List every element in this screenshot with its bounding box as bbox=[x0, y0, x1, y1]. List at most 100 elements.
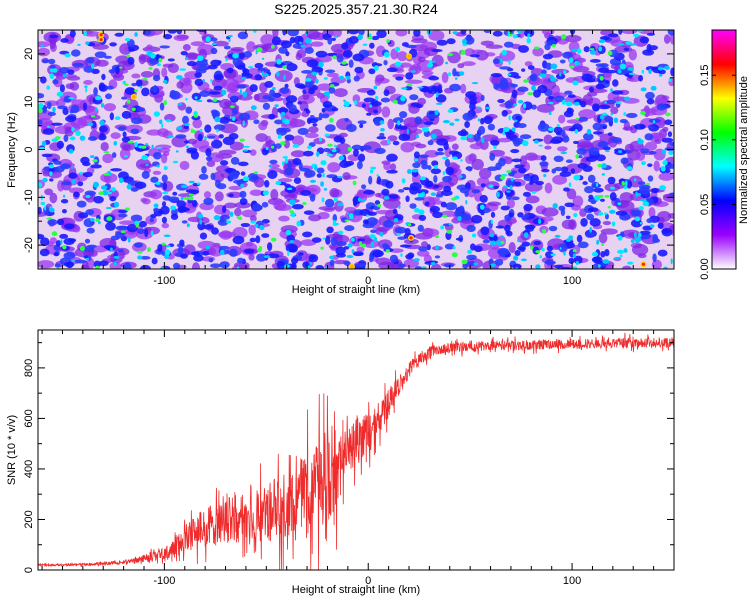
spectrogram-cell bbox=[191, 115, 201, 121]
spectrogram-cell bbox=[507, 179, 517, 186]
spectrogram-cell bbox=[318, 206, 337, 211]
spectrogram-cell bbox=[197, 222, 206, 231]
spectrogram-cell bbox=[560, 151, 568, 155]
spectrogram-cell bbox=[487, 201, 501, 207]
spectrogram-cell bbox=[421, 266, 427, 269]
spectrogram-cell bbox=[392, 208, 398, 215]
spectrogram-cell bbox=[451, 197, 457, 201]
spectrogram-cell bbox=[451, 252, 458, 258]
spectrogram-cell bbox=[197, 133, 203, 142]
spectrogram-cell bbox=[44, 205, 47, 211]
spectrogram-cell bbox=[451, 143, 459, 150]
spectrogram-cell bbox=[122, 131, 127, 138]
spectrogram-cell bbox=[576, 234, 583, 243]
spectrogram-cell bbox=[598, 232, 608, 244]
spectrogram-cell bbox=[588, 86, 594, 93]
spectrogram-cell bbox=[341, 60, 347, 65]
spectrogram-cell bbox=[285, 51, 290, 57]
spectrogram-cell bbox=[436, 91, 439, 98]
spectrogram-cell bbox=[124, 83, 129, 86]
spectrogram-cell bbox=[167, 196, 180, 202]
spectrogram-cell bbox=[324, 266, 328, 269]
spectrogram-cell bbox=[551, 43, 556, 48]
spectrogram-cell bbox=[146, 129, 163, 136]
spectrogram-cell bbox=[306, 59, 319, 68]
spectrogram-cell bbox=[383, 196, 390, 200]
spectrogram-cell bbox=[668, 77, 672, 83]
spectrogram-cell bbox=[196, 99, 203, 103]
spectrogram-cell bbox=[479, 204, 485, 210]
spectrogram-cell bbox=[670, 67, 674, 77]
spectrogram-cell bbox=[646, 218, 653, 224]
spectrogram-cell bbox=[151, 257, 158, 265]
spectrogram-cell bbox=[585, 232, 595, 238]
spectrogram-cell bbox=[176, 200, 186, 209]
spectrogram-cell bbox=[527, 33, 531, 38]
spectrogram-cell bbox=[211, 227, 219, 235]
spectrogram-cell bbox=[159, 119, 163, 125]
spectrogram-cell bbox=[610, 186, 616, 190]
spectrogram-cell bbox=[192, 199, 198, 208]
spectrogram-cell bbox=[374, 200, 381, 206]
spectrogram-cell bbox=[343, 162, 352, 167]
spectrogram-cell bbox=[517, 212, 524, 218]
spectrogram-cell bbox=[63, 251, 76, 260]
spectrogram-cell bbox=[618, 30, 623, 35]
spectrogram-cell bbox=[149, 189, 163, 200]
colorbar-frame bbox=[711, 29, 737, 270]
spectrogram-cell bbox=[124, 207, 130, 211]
spectrogram-cell bbox=[485, 44, 503, 49]
spectrogram-cell bbox=[625, 41, 633, 45]
spectrogram-cell bbox=[467, 134, 473, 139]
spectrogram-cell bbox=[135, 79, 143, 87]
spectrogram-cell bbox=[351, 237, 355, 242]
spectrogram-cell bbox=[187, 138, 198, 145]
spectrogram-cell bbox=[161, 123, 164, 129]
spectrogram-cell bbox=[460, 159, 463, 162]
spectrogram-cell bbox=[667, 30, 674, 36]
spectrogram-cell bbox=[370, 166, 377, 170]
spectrogram-cell bbox=[361, 103, 366, 109]
spectrogram-cell bbox=[260, 34, 276, 46]
spectrogram-cell bbox=[71, 126, 75, 132]
spectrogram-cell bbox=[226, 220, 232, 224]
spectrogram-cell bbox=[185, 52, 198, 61]
spectrogram-cell bbox=[496, 240, 502, 246]
spectrogram-cell bbox=[72, 62, 85, 68]
spectrogram-cell bbox=[406, 83, 413, 87]
spectrogram-cell bbox=[604, 249, 610, 257]
spectrogram-cell bbox=[170, 213, 179, 220]
spectrogram-cell bbox=[286, 63, 298, 72]
spectrogram-cell bbox=[48, 164, 55, 169]
spectrogram-cell bbox=[572, 80, 579, 86]
spectrogram-cell bbox=[669, 33, 674, 45]
spectrogram-cell bbox=[411, 168, 419, 173]
spectrogram-cell bbox=[182, 115, 190, 125]
spectrogram-cell bbox=[637, 30, 643, 33]
spectrogram-cell bbox=[341, 42, 349, 50]
spectrogram-cell bbox=[337, 202, 344, 207]
spectrogram-cell bbox=[329, 259, 335, 267]
spectrogram-cell bbox=[229, 171, 239, 180]
spectrogram-cell bbox=[589, 218, 601, 227]
spectrogram-cell bbox=[330, 236, 338, 246]
spectrogram-cell bbox=[59, 84, 65, 93]
spectrogram-cell bbox=[664, 119, 673, 126]
spectrogram-cell bbox=[383, 162, 392, 171]
spectrogram-cell bbox=[373, 85, 378, 90]
spectrogram-cell bbox=[232, 227, 248, 239]
spectrogram-cell bbox=[587, 207, 599, 212]
spectrogram-cell bbox=[511, 127, 516, 132]
spectrogram-cell bbox=[137, 250, 143, 254]
spectrogram-cell bbox=[597, 141, 609, 148]
spectrogram-cell bbox=[177, 102, 183, 106]
spectrogram-cell bbox=[225, 58, 229, 62]
spectrogram-cell bbox=[73, 191, 80, 198]
spectrogram-cell bbox=[414, 266, 423, 269]
spectrogram-cell bbox=[518, 167, 527, 174]
spectrogram-cell bbox=[105, 206, 112, 210]
spectrogram-cell bbox=[536, 103, 555, 113]
spectrogram-cell bbox=[667, 131, 673, 138]
spectrogram-cell bbox=[524, 61, 533, 67]
spectrogram-cell bbox=[602, 220, 612, 226]
